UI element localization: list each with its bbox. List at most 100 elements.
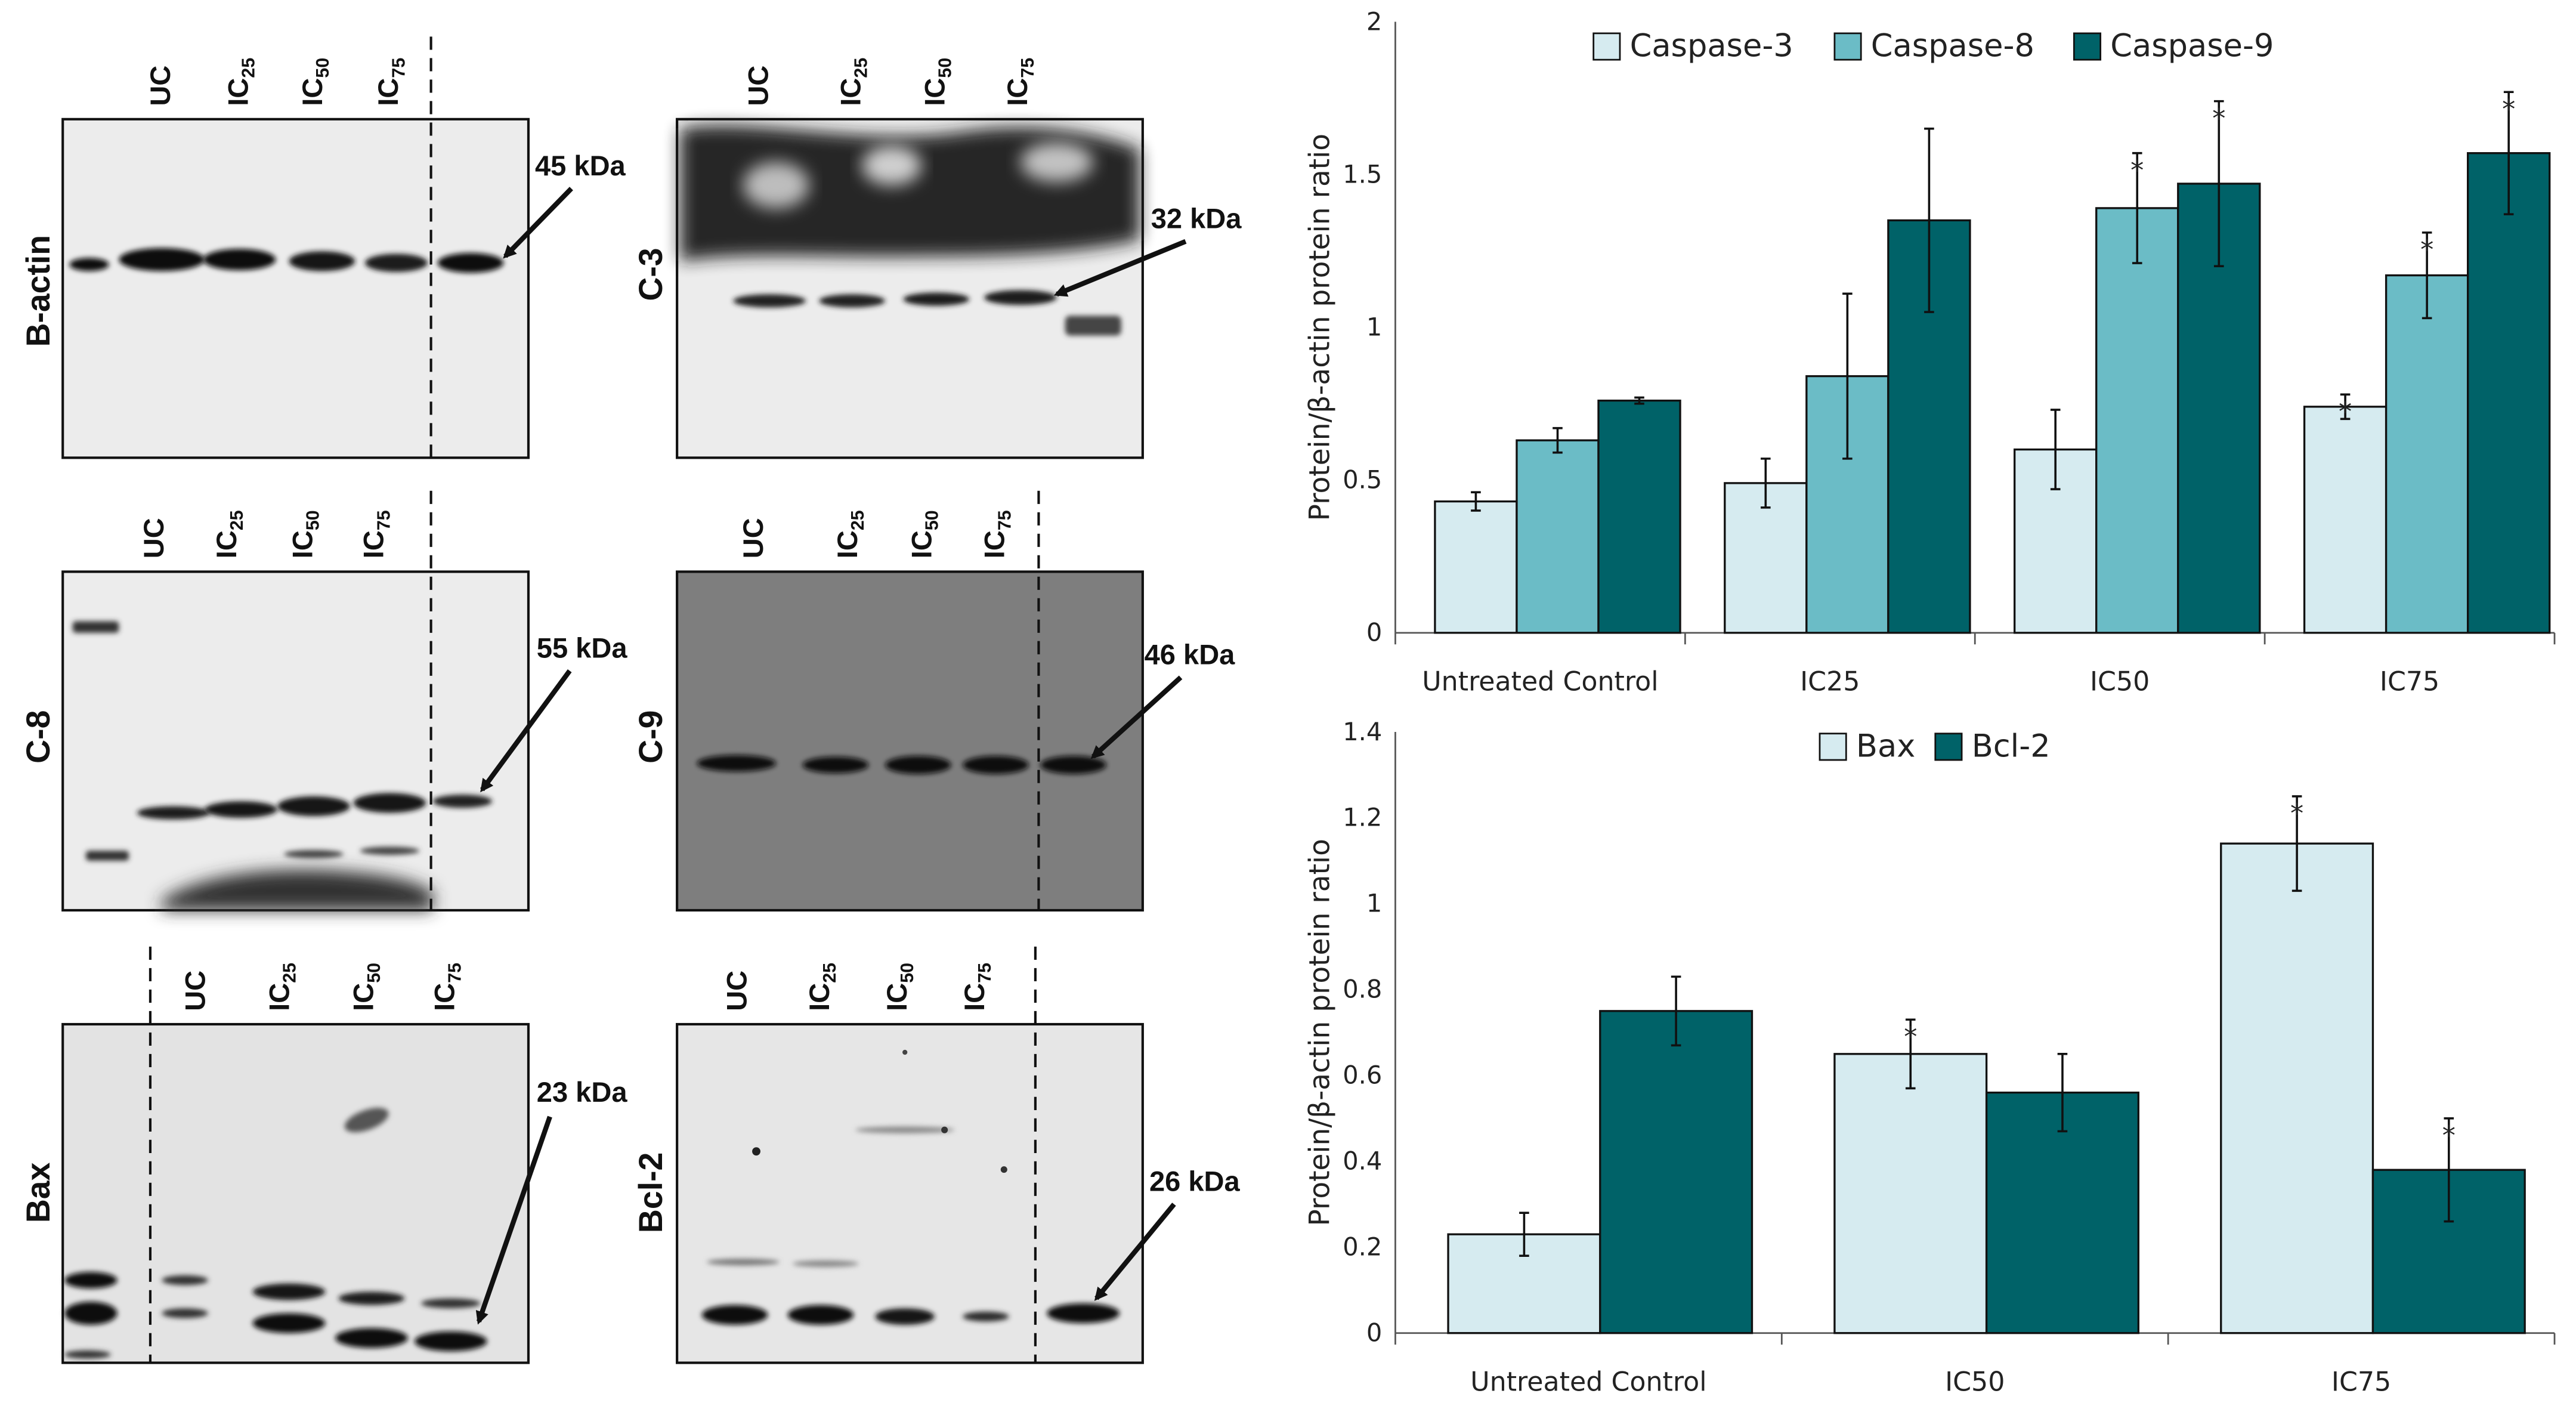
band bbox=[787, 1305, 854, 1325]
band bbox=[963, 756, 1029, 774]
lane-label-ic25: IC25 bbox=[222, 58, 258, 106]
x-tick-label: IC75 bbox=[2331, 1367, 2391, 1398]
lane-label-ic75: IC75 bbox=[1001, 58, 1038, 106]
band bbox=[875, 1308, 935, 1325]
x-tick-label: IC25 bbox=[1800, 667, 1860, 697]
x-tick-label: IC75 bbox=[2380, 667, 2439, 697]
lane-label-ic25: IC25 bbox=[211, 510, 247, 558]
x-tick-label: Untreated Control bbox=[1422, 667, 1658, 697]
lane-labels: UC IC25 IC50 IC75 bbox=[737, 510, 1015, 558]
lane-labels: UC IC25 IC50 IC75 bbox=[720, 963, 995, 1011]
significance-marker: * bbox=[2339, 397, 2352, 428]
band bbox=[903, 292, 970, 306]
band bbox=[855, 1126, 955, 1133]
blot-bcl2: UC IC25 IC50 IC75 Bcl-2 26 kDa bbox=[632, 946, 1240, 1364]
significance-marker: * bbox=[1904, 1022, 1917, 1053]
kda-arrow bbox=[503, 187, 573, 259]
band bbox=[64, 1350, 111, 1359]
band bbox=[1047, 1303, 1120, 1324]
lane-label-uc: UC bbox=[144, 66, 176, 106]
smear-highlight bbox=[1020, 142, 1093, 183]
band bbox=[437, 253, 504, 273]
legend-label: Caspase-9 bbox=[2110, 28, 2274, 64]
protein-label: B-actin bbox=[20, 235, 57, 347]
y-tick-label: 0.4 bbox=[1343, 1147, 1382, 1176]
band bbox=[252, 1283, 326, 1300]
band bbox=[64, 1272, 117, 1288]
band bbox=[432, 795, 493, 808]
x-tick-label: Untreated Control bbox=[1470, 1367, 1706, 1398]
legend-label: Bcl-2 bbox=[1972, 728, 2051, 764]
background-smear bbox=[162, 870, 433, 910]
kda-arrow bbox=[1053, 239, 1187, 297]
bar bbox=[2385, 274, 2469, 634]
band bbox=[162, 1308, 208, 1318]
y-axis-label: Protein/β-actin protein ratio bbox=[1304, 134, 1337, 521]
kda-label: 23 kDa bbox=[537, 1076, 628, 1108]
bar bbox=[1599, 1010, 1754, 1334]
band bbox=[119, 248, 205, 271]
band bbox=[706, 1259, 780, 1266]
lane-label-ic75: IC75 bbox=[357, 510, 394, 558]
band bbox=[360, 846, 420, 855]
blot-membrane bbox=[61, 570, 530, 912]
x-tick-label: IC50 bbox=[2090, 667, 2150, 697]
ladder-band bbox=[72, 621, 119, 633]
lane-label-ic50: IC50 bbox=[348, 963, 384, 1011]
lane-label-ic50: IC50 bbox=[296, 58, 333, 106]
protein-label: C-3 bbox=[632, 248, 669, 301]
artifact-spot bbox=[752, 1147, 760, 1156]
protein-label: Bcl-2 bbox=[632, 1152, 669, 1233]
kda-arrow bbox=[475, 1115, 552, 1325]
lane-label-ic25: IC25 bbox=[264, 963, 300, 1011]
smear-highlight bbox=[743, 162, 809, 209]
kda-label: 46 kDa bbox=[1145, 638, 1236, 670]
band bbox=[162, 1275, 208, 1286]
lane-label-ic25: IC25 bbox=[834, 58, 871, 106]
band bbox=[364, 254, 428, 272]
significance-marker: * bbox=[2420, 235, 2433, 265]
band bbox=[64, 1302, 117, 1325]
bar bbox=[1597, 399, 1681, 634]
blot-membrane bbox=[676, 570, 1144, 912]
lane-label-ic50: IC50 bbox=[881, 963, 917, 1011]
legend-swatch bbox=[1833, 32, 1862, 61]
significance-marker: * bbox=[2212, 104, 2225, 134]
significance-marker: * bbox=[2502, 95, 2515, 125]
artifact-spot bbox=[902, 1049, 908, 1055]
lane-label-ic50: IC50 bbox=[919, 58, 955, 106]
ladder-band bbox=[1065, 316, 1121, 336]
legend-swatch bbox=[2073, 32, 2102, 61]
bax-bcl2-bar-chart: 0 0.2 0.4 0.6 0.8 1 1.2 1.4 Protein/β-actin prot… bbox=[1304, 717, 2556, 1398]
lane-label-ic75: IC75 bbox=[978, 510, 1015, 558]
kda-label: 32 kDa bbox=[1151, 203, 1242, 234]
bar bbox=[2220, 842, 2374, 1334]
artifact-spot bbox=[1000, 1166, 1007, 1173]
legend-label: Caspase-8 bbox=[1871, 28, 2034, 64]
band bbox=[203, 249, 276, 271]
kda-label: 55 kDa bbox=[537, 632, 628, 663]
artifact-spot bbox=[941, 1126, 948, 1133]
protein-label: Bax bbox=[20, 1162, 57, 1223]
bar bbox=[2466, 152, 2551, 634]
y-tick-label: 0 bbox=[1366, 618, 1382, 647]
y-tick-label: 0 bbox=[1366, 1318, 1382, 1348]
y-tick-label: 1.4 bbox=[1343, 717, 1382, 746]
protein-label: C-9 bbox=[632, 710, 669, 764]
band bbox=[414, 1331, 487, 1352]
band bbox=[338, 1291, 405, 1305]
y-tick-label: 0.6 bbox=[1343, 1061, 1382, 1090]
lane-label-ic75: IC75 bbox=[372, 58, 409, 106]
lane-label-ic25: IC25 bbox=[831, 510, 868, 558]
lane-labels: UC IC25 IC50 IC75 bbox=[138, 510, 394, 558]
kda-label: 45 kDa bbox=[535, 150, 626, 181]
lane-labels: UC IC25 IC50 IC75 bbox=[144, 58, 409, 106]
blot-b-actin: UC IC25 IC50 IC75 B-actin 45 kDa bbox=[20, 36, 626, 459]
legend-label: Bax bbox=[1856, 728, 1915, 764]
kda-arrow bbox=[1094, 1203, 1176, 1301]
blot-c8: UC IC25 IC50 IC75 C-8 55 kDa bbox=[20, 490, 628, 912]
band bbox=[284, 849, 344, 858]
legend-label: Caspase-3 bbox=[1630, 28, 1793, 64]
y-tick-label: 1.5 bbox=[1343, 159, 1382, 189]
